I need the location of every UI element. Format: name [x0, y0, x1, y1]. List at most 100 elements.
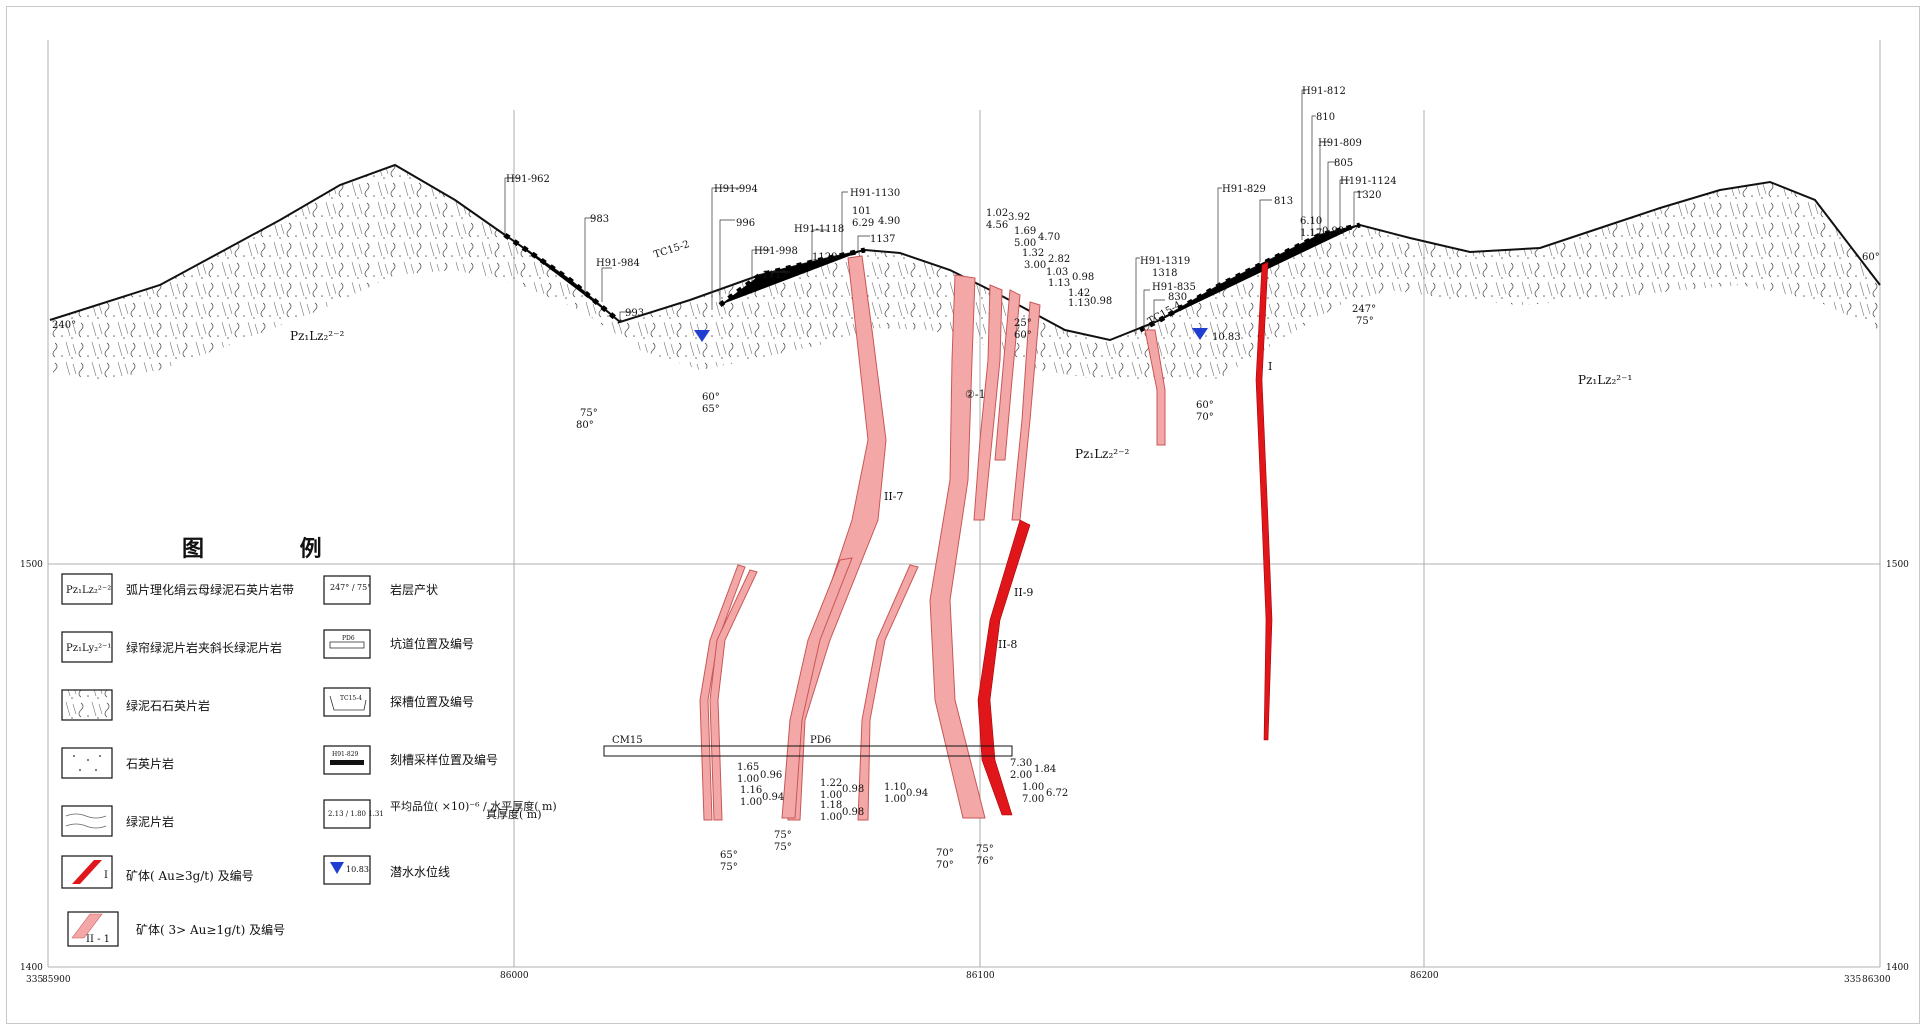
legend-extra: 真厚度( m)	[486, 807, 542, 821]
svg-text:3.00: 3.00	[1024, 260, 1046, 271]
svg-text:0.98: 0.98	[1322, 226, 1344, 237]
legend-code: Pz₁Lz₂²⁻²	[66, 585, 111, 596]
y-tick-left-1500: 1500	[20, 560, 43, 570]
legend-label: 刻槽采样位置及编号	[390, 752, 498, 767]
drawing-frame	[6, 6, 1920, 1024]
water-level-icon	[330, 862, 344, 874]
legend-swatch	[323, 855, 371, 885]
legend-swatch	[61, 747, 113, 779]
legend-label: 石英片岩	[126, 756, 174, 771]
svg-text:1.16: 1.16	[740, 785, 762, 796]
svg-text:75°: 75°	[976, 844, 994, 855]
svg-text:65°: 65°	[720, 850, 738, 861]
svg-text:0.94: 0.94	[906, 788, 928, 799]
svg-text:1.02: 1.02	[986, 208, 1008, 219]
sample-leaders	[504, 89, 1364, 334]
legend-code: Pz₁Ly₂²⁻¹	[66, 643, 111, 654]
orebody-ii-9-high	[977, 519, 1031, 816]
attitude-labels: 240° 60° 75° 80° 60° 65° 60° 70° 247° 75…	[52, 252, 1880, 873]
x-tick: 85900	[42, 975, 71, 985]
tunnel-label-pd6: PD6	[810, 735, 831, 746]
sample-label: 830	[1168, 292, 1187, 303]
legend-label: 绿泥石石英片岩	[126, 698, 210, 713]
svg-text:60°: 60°	[1862, 252, 1880, 263]
svg-text:6.29: 6.29	[852, 218, 874, 229]
tunnel-cm15-pd6	[603, 745, 1013, 757]
orebody-label-ii-7: II-7	[884, 490, 903, 503]
svg-text:0.98: 0.98	[1090, 296, 1112, 307]
sample-label: 993	[625, 308, 644, 319]
sample-label: H91-809	[1318, 138, 1362, 149]
svg-text:60°: 60°	[1196, 400, 1214, 411]
legend-code: TC15-4	[340, 695, 362, 702]
orebody-west-b	[709, 569, 758, 821]
water-level-icon	[694, 328, 1208, 342]
trench-label-tc15-2: TC15-2	[653, 239, 691, 261]
sample-label: 805	[1334, 158, 1353, 169]
svg-text:1.13: 1.13	[1048, 278, 1070, 289]
svg-text:4.90: 4.90	[878, 216, 900, 227]
sample-label: 101	[852, 206, 871, 217]
legend-swatch	[323, 575, 371, 605]
svg-text:0.98: 0.98	[842, 807, 864, 818]
svg-text:247°: 247°	[1352, 304, 1376, 315]
svg-text:0.96: 0.96	[760, 770, 782, 781]
svg-text:75°: 75°	[774, 842, 792, 853]
svg-text:2.82: 2.82	[1048, 254, 1070, 265]
tunnel-grade-values: 1.65 1.00 0.96 1.16 1.00 0.94 1.22 1.00 …	[737, 758, 1068, 823]
orebody-label-2-1: ②-1	[965, 388, 986, 401]
legend-swatch	[323, 799, 371, 829]
sample-label: H91-829	[1222, 184, 1266, 195]
svg-text:4.70: 4.70	[1038, 232, 1060, 243]
sample-label: H91-835	[1152, 282, 1196, 293]
legend-label: 潜水水位线	[390, 864, 450, 879]
svg-text:7.30: 7.30	[1010, 758, 1032, 769]
orebody-ii-9	[973, 284, 1003, 521]
legend-label: 矿体( Au≥3g/t) 及编号	[126, 868, 254, 883]
svg-text:1.18: 1.18	[820, 800, 842, 811]
sample-label: 1320	[1356, 190, 1381, 201]
orebody-label-ii-8: II-8	[998, 638, 1017, 651]
svg-text:60°: 60°	[1014, 330, 1032, 341]
orebody-ii-7	[787, 255, 887, 821]
sample-label: 1129	[812, 252, 837, 263]
svg-text:70°: 70°	[936, 860, 954, 871]
orebody-mid-a	[857, 564, 919, 821]
svg-text:1.00: 1.00	[737, 774, 759, 785]
x-tick: 86000	[500, 971, 529, 981]
sample-label: H91-998	[754, 246, 798, 257]
sample-label: 1137	[870, 234, 895, 245]
legend-code: 2.13 / 1.80 1.31	[328, 810, 384, 818]
legend-code: I	[104, 870, 108, 881]
legend-label: 探槽位置及编号	[390, 694, 474, 709]
svg-text:2.00: 2.00	[1010, 770, 1032, 781]
svg-text:1.00: 1.00	[740, 797, 762, 808]
svg-text:80°: 80°	[576, 420, 594, 431]
svg-text:240°: 240°	[52, 320, 76, 331]
x-tick: 86200	[1410, 971, 1439, 981]
svg-text:75°: 75°	[720, 862, 738, 873]
sample-label: H91-962	[506, 174, 550, 185]
legend-code: H91-829	[332, 751, 359, 758]
legend-swatch	[61, 573, 113, 605]
svg-text:1.84: 1.84	[1034, 764, 1056, 775]
corner-right: 335	[1844, 975, 1861, 985]
svg-text:65°: 65°	[702, 404, 720, 415]
legend-label: 岩层产状	[390, 582, 438, 597]
x-tick: 86300	[1862, 975, 1891, 985]
orebody-ii-7-b	[781, 557, 853, 819]
legend-swatch	[323, 687, 371, 717]
orebody-east-b	[1144, 329, 1166, 446]
svg-text:1.69: 1.69	[1014, 226, 1036, 237]
svg-text:0.98: 0.98	[842, 784, 864, 795]
orebody-ii-8	[929, 274, 986, 819]
sampling-channels	[503, 222, 1361, 333]
corner-left: 335	[26, 975, 43, 985]
legend-title: 图 例	[182, 536, 366, 562]
svg-text:1.17: 1.17	[1300, 228, 1322, 239]
legend-label: 坑道位置及编号	[390, 636, 474, 651]
svg-text:0.94: 0.94	[762, 792, 784, 803]
sample-label: H91-994	[714, 184, 758, 195]
sample-label: 983	[590, 214, 609, 225]
legend-swatch	[61, 805, 113, 837]
